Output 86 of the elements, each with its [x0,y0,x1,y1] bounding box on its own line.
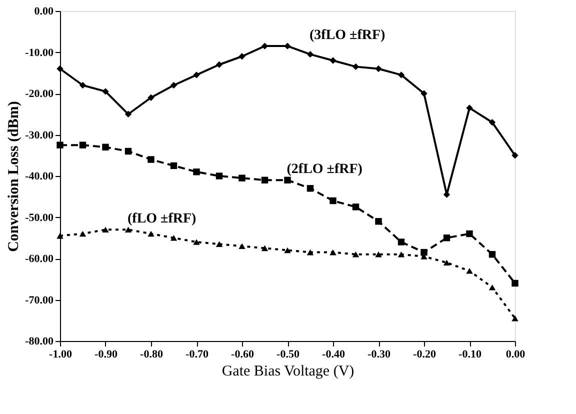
y-tick-label: -10.00 [25,46,54,59]
point [170,234,178,241]
y-tick-label: -30.00 [25,129,54,142]
point [261,245,268,252]
point [306,249,314,256]
point [512,315,518,322]
point [398,251,405,258]
x-tick-label: -0.20 [413,348,436,360]
x-axis-title: Gate Bias Voltage (V) [222,364,354,380]
point [306,50,314,58]
point [102,144,109,150]
x-tick-label: -1.00 [49,348,72,360]
y-tick-label: -70.00 [25,294,54,306]
point [375,65,382,72]
x-tick-label: -0.90 [94,348,118,360]
annotation: (fLO ±fRF) [128,212,197,227]
point [124,110,132,118]
point [102,88,109,95]
point [79,142,86,148]
y-tick-label: -20.00 [25,88,54,100]
x-tick-label: -0.80 [140,348,164,360]
point [216,172,223,180]
point [284,247,291,254]
point [102,226,109,233]
point [193,72,200,78]
point [330,57,336,64]
point [170,162,178,170]
point [375,251,382,258]
y-tick-label: 0.00 [34,6,54,18]
x-tick-label: -0.60 [231,348,254,360]
point [398,238,405,246]
y-tick-label: -60.00 [25,253,54,265]
point [488,284,496,290]
point [124,148,132,155]
point [512,152,518,159]
point [306,185,314,192]
point [284,176,291,184]
x-tick-label: -0.10 [458,348,482,360]
y-axis-title: Conversion Loss (dBm) [6,101,22,252]
x-tick-label: 0.00 [506,348,526,360]
point [124,226,132,233]
point [330,197,336,204]
annotation: (3fLO ±fRF) [310,28,386,44]
point [420,248,428,256]
point [352,204,360,210]
point [375,218,382,225]
point [284,42,291,50]
point [512,280,518,287]
point [466,104,473,112]
point [79,230,86,237]
point [148,94,154,101]
point [261,42,268,50]
point [193,168,200,176]
x-tick-label: -0.70 [186,348,209,360]
y-tick-label: -80.00 [25,336,54,348]
x-tick-label: -0.30 [368,348,391,360]
point [488,119,496,126]
point [56,232,64,239]
point [352,251,360,258]
point [352,63,360,70]
point [443,234,450,242]
point [216,61,223,68]
point [238,174,246,182]
y-tick-label: -50.00 [25,212,54,224]
point [193,239,200,245]
point [466,268,473,274]
point [238,53,246,60]
point [443,260,450,266]
annotation: (2fLO ±fRF) [286,162,363,178]
point [170,82,178,89]
point [488,251,496,258]
point [466,230,473,238]
point [330,249,336,256]
point [238,243,246,250]
x-tick-label: -0.50 [276,348,300,360]
point [79,82,86,89]
x-tick-label: -0.40 [322,348,346,360]
y-tick-label: -40.00 [25,170,54,182]
point [148,230,154,237]
point [148,156,154,163]
point [420,90,428,97]
point [261,176,268,184]
point [398,72,405,78]
point [216,241,223,247]
point [56,142,64,148]
point [56,65,64,72]
